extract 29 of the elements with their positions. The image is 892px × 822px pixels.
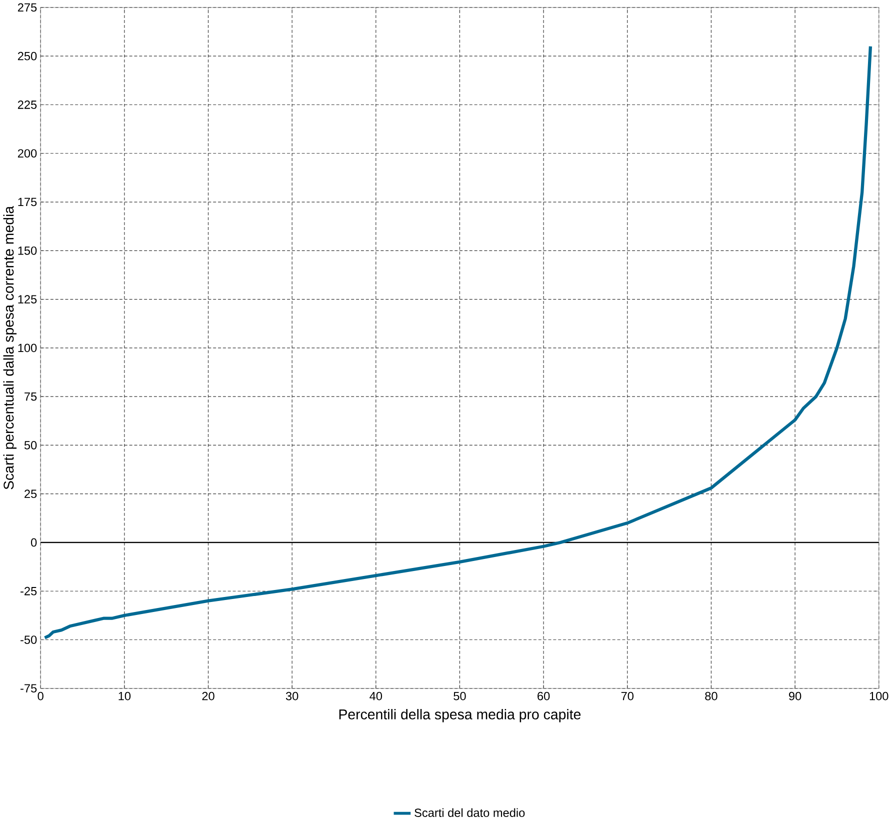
- y-tick-label: 250: [18, 52, 37, 60]
- y-tick-label: 200: [18, 149, 37, 158]
- x-tick-label: 50: [454, 692, 466, 700]
- x-axis-title: Percentili della spesa media pro capite: [339, 708, 581, 722]
- y-tick-label: 225: [18, 100, 37, 109]
- x-tick-label: 30: [286, 692, 298, 700]
- x-tick-label: 40: [370, 692, 382, 700]
- y-tick-label: -75: [20, 684, 37, 692]
- y-tick-label: -50: [20, 635, 37, 644]
- y-tick-label: 150: [18, 246, 37, 255]
- x-tick-label: 80: [705, 692, 718, 700]
- y-tick-label: -25: [20, 586, 37, 596]
- y-tick-label: 100: [18, 344, 37, 352]
- y-tick-label: 75: [24, 392, 37, 401]
- y-tick-label: 50: [24, 440, 37, 450]
- y-tick-label: 125: [18, 294, 37, 304]
- legend-label: Scarti del dato medio: [414, 808, 525, 817]
- x-tick-label: 70: [621, 692, 634, 700]
- x-tick-label: 90: [789, 692, 802, 700]
- y-tick-label: 0: [30, 538, 37, 547]
- y-tick-label: 175: [18, 198, 37, 206]
- x-tick-label: 0: [38, 692, 44, 700]
- x-tick-label: 60: [538, 692, 550, 700]
- y-axis-title: Scarti percentuali dalla spesa corrente media: [3, 206, 17, 490]
- x-tick-label: 20: [202, 692, 214, 700]
- x-tick-label: 100: [870, 692, 888, 700]
- x-tick-label: 10: [118, 692, 131, 700]
- y-tick-label: 275: [18, 3, 37, 12]
- y-tick-label: 25: [24, 490, 37, 498]
